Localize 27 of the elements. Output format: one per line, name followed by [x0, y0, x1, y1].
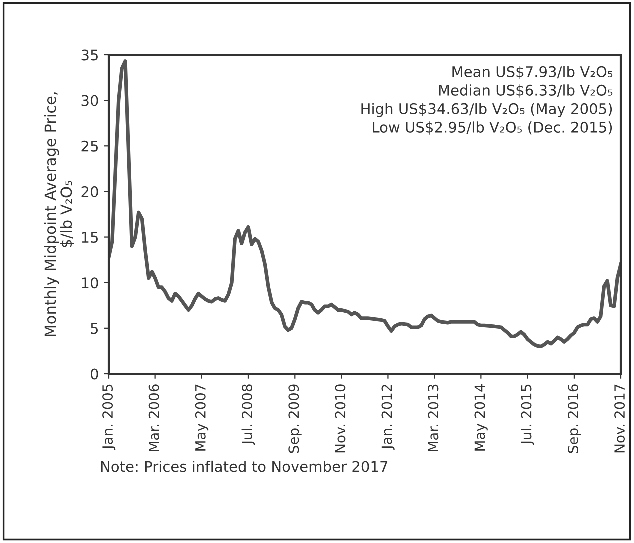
y-axis-title: Monthly Midpoint Average Price, $/lb V₂O₅	[44, 92, 74, 336]
x-tick-label: Jul. 2008	[242, 384, 256, 446]
annotation: Median US$6.33/lb V₂O₅	[439, 84, 613, 98]
y-tick-label: 10	[82, 278, 98, 289]
x-tick-label: Jan. 2005	[102, 384, 116, 450]
y-tick-label: 30	[82, 95, 98, 106]
y-tick-label: 35	[82, 50, 98, 61]
x-tick-label: May 2014	[474, 384, 488, 451]
y-tick-label: 5	[91, 323, 98, 334]
x-tick-label: Nov. 2017	[614, 384, 626, 453]
text: Note: Prices inflated to November 2017	[101, 460, 388, 472]
y-tick-label: 15	[82, 232, 98, 244]
x-tick-label: Jan. 2012	[382, 385, 395, 450]
line-series	[109, 60, 621, 348]
y-tick-label: 25	[82, 140, 98, 152]
x-tick-label: May 2007	[195, 384, 209, 451]
x-tick-label: Sep. 2016	[568, 384, 582, 454]
annotation: Mean US$7.93/lb V₂O₅	[452, 66, 613, 80]
x-tick-label: Mar. 2006	[148, 384, 160, 452]
annotation: High US$34.63/lb V₂O₅ (May 2005)	[362, 103, 612, 118]
y-tick-label: 20	[82, 186, 98, 198]
x-tick-label: Nov. 2010	[335, 384, 346, 453]
x-tick-label: Mar. 2013	[428, 384, 439, 452]
y-tick-label: 0	[90, 368, 98, 380]
x-tick-label: Sep. 2009	[288, 384, 302, 454]
annotation: Low US$2.95/lb V₂O₅ (Dec. 2015)	[373, 122, 612, 135]
x-tick-label: Jul. 2015	[520, 384, 534, 446]
